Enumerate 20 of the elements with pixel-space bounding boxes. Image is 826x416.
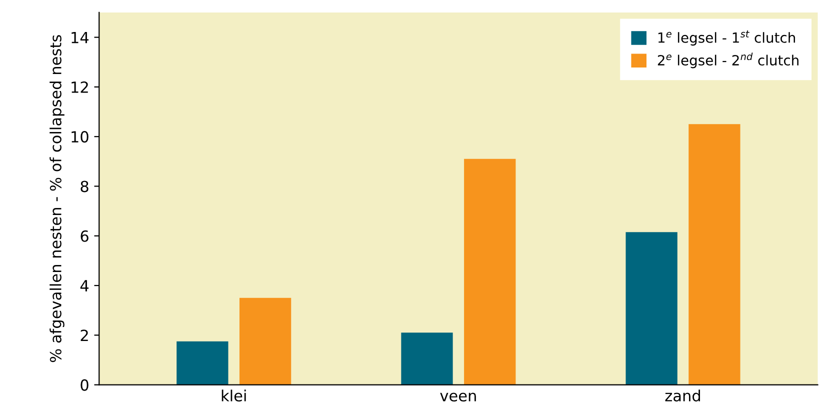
bar — [176, 341, 228, 385]
bar — [464, 158, 516, 385]
x-tick-label: zand — [665, 390, 700, 402]
bar — [688, 124, 740, 385]
bar — [626, 232, 678, 385]
y-tick-label: 2 — [80, 330, 88, 341]
legend-label: 2$^{e}$ legsel - 2$^{nd}$ clutch — [658, 52, 798, 68]
y-tick-label: 12 — [72, 81, 88, 93]
y-axis-title: % afgevallen nesten - % of collapsed nests — [50, 35, 64, 362]
bar — [401, 332, 453, 385]
y-tick-label: 14 — [72, 32, 89, 44]
y-tick-label: 6 — [80, 230, 88, 242]
x-tick-label: klei — [222, 390, 246, 402]
y-tick-label: 0 — [80, 379, 88, 391]
x-tick-label: veen — [440, 392, 476, 402]
bar — [239, 298, 292, 385]
legend-label: 1$^{e}$ legsel - 1$^{st}$ clutch — [658, 30, 795, 46]
y-tick-label: 8 — [80, 180, 88, 192]
y-tick-label: 10 — [72, 131, 88, 143]
y-tick-label: 4 — [80, 280, 89, 292]
